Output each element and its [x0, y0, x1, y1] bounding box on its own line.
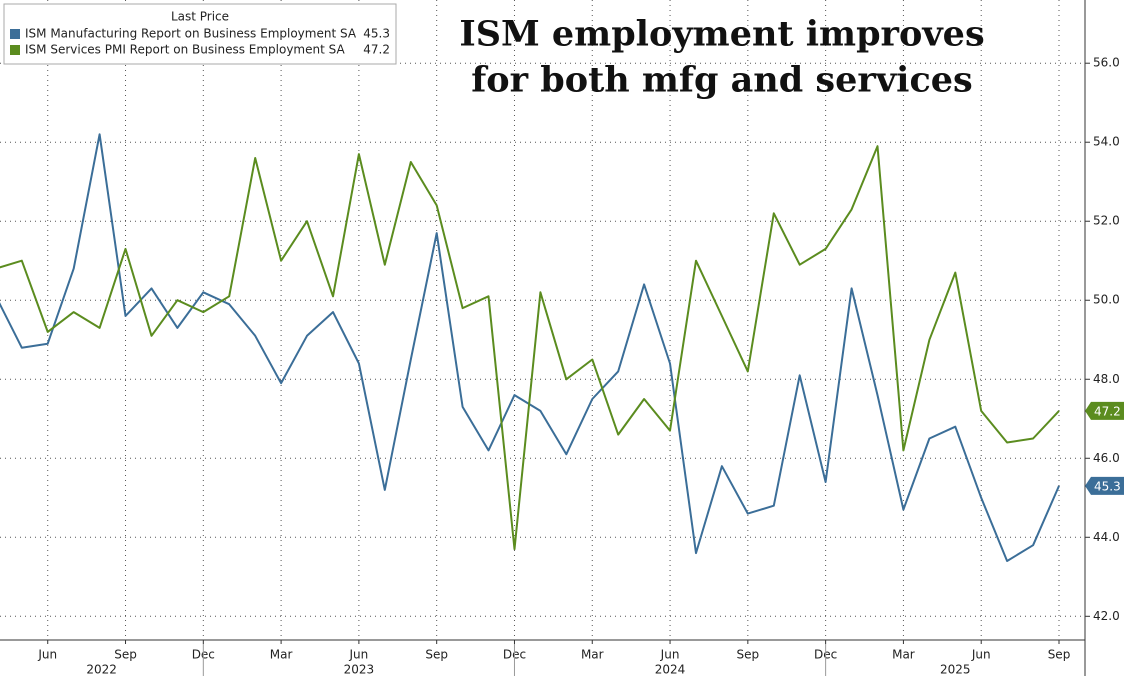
price-tag-label: 45.3: [1094, 479, 1121, 493]
year-label: 2025: [940, 663, 971, 676]
y-tick-label: 50.0: [1093, 293, 1120, 307]
line-series: [0, 133, 1060, 562]
legend-box: [3, 3, 397, 65]
price-tag: [1085, 476, 1124, 495]
x-tick-label: Jun: [971, 648, 991, 662]
legend-value: 45.3: [363, 27, 390, 41]
y-tick-label: 42.0: [1093, 609, 1120, 623]
x-tick-label: Sep: [425, 648, 448, 662]
x-tick-label: Mar: [581, 648, 604, 662]
y-tick-label: 56.0: [1093, 56, 1120, 70]
legend-swatch: [10, 45, 20, 55]
y-tick-label: 48.0: [1093, 372, 1120, 386]
year-label: 2024: [655, 663, 686, 676]
legend-swatch: [10, 29, 20, 39]
chart-title: for both mfg and services: [471, 60, 973, 101]
y-tick-label: 46.0: [1093, 451, 1120, 465]
price-tag: [1085, 401, 1124, 420]
chart-title: ISM employment improves: [459, 14, 984, 55]
y-tick-label: 44.0: [1093, 530, 1120, 544]
legend-label: ISM Manufacturing Report on Business Emp…: [25, 27, 357, 41]
price-tag-label: 47.2: [1094, 404, 1121, 418]
x-tick-label: Mar: [270, 648, 293, 662]
legend-title: Last Price: [171, 10, 229, 24]
x-tick-label: Jun: [37, 648, 57, 662]
legend-value: 47.2: [363, 43, 390, 57]
x-tick-label: Sep: [1048, 648, 1071, 662]
x-tick-label: Sep: [737, 648, 760, 662]
year-label: 2023: [344, 663, 375, 676]
year-label: 2022: [86, 663, 117, 676]
x-tick-label: Sep: [114, 648, 137, 662]
legend-label: ISM Services PMI Report on Business Empl…: [25, 43, 345, 57]
y-tick-label: 54.0: [1093, 135, 1120, 149]
line-series: [0, 145, 1060, 551]
x-tick-label: Jun: [349, 648, 369, 662]
x-tick-label: Mar: [892, 648, 915, 662]
x-tick-label: Jun: [660, 648, 680, 662]
y-tick-label: 52.0: [1093, 214, 1120, 228]
